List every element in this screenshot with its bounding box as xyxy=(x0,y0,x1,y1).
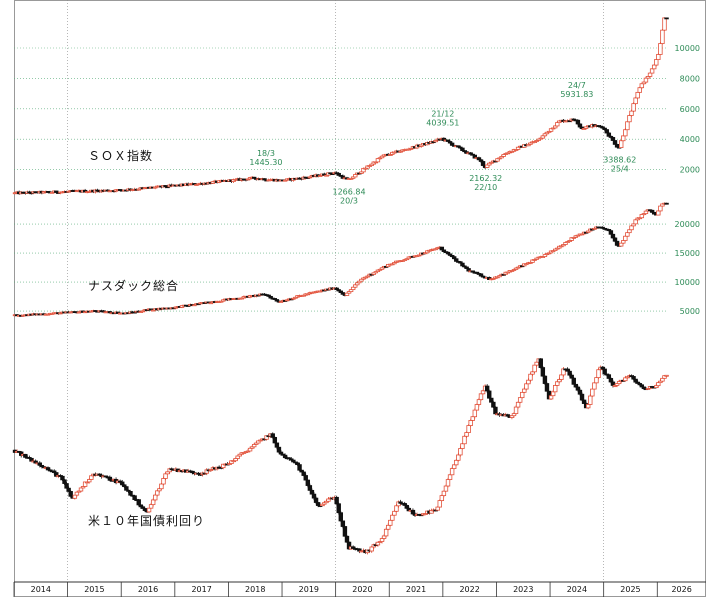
x-year-label: 2014 xyxy=(31,585,51,594)
candle xyxy=(664,202,669,205)
candle xyxy=(660,29,665,45)
svg-text:4039.51: 4039.51 xyxy=(426,119,459,128)
y-tick-label: 10000 xyxy=(675,44,700,53)
svg-text:3388.62: 3388.62 xyxy=(603,155,636,164)
svg-text:25/4: 25/4 xyxy=(611,164,629,173)
x-year-label: 2019 xyxy=(299,585,319,594)
x-axis: 2014 2015 2016 2017 2018 2019 2020 2021 2022 2023… xyxy=(13,581,706,597)
candle xyxy=(656,210,661,216)
candle xyxy=(571,377,576,385)
svg-text:2162.32: 2162.32 xyxy=(469,174,502,183)
svg-text:1266.84: 1266.84 xyxy=(332,188,365,197)
y-tick-label: 2000 xyxy=(680,166,700,175)
candle xyxy=(635,91,640,99)
candle xyxy=(592,382,597,390)
candle xyxy=(594,377,599,384)
x-year-label: 2020 xyxy=(352,585,372,594)
svg-text:21/12: 21/12 xyxy=(431,110,454,119)
svg-text:22/10: 22/10 xyxy=(474,183,497,192)
candle xyxy=(664,17,669,20)
candle xyxy=(581,399,587,404)
x-year-label: 2016 xyxy=(138,585,158,594)
candle xyxy=(538,358,543,369)
y-tick-label: 4000 xyxy=(680,135,700,144)
candle xyxy=(517,397,523,404)
candle xyxy=(478,393,484,401)
candle xyxy=(72,494,78,500)
y-tick-label: 15000 xyxy=(675,249,700,258)
x-year-label: 2018 xyxy=(245,585,265,594)
candle xyxy=(625,121,630,131)
x-year-label: 2017 xyxy=(191,585,211,594)
y-tick-label: 6000 xyxy=(680,105,700,114)
svg-text:5931.83: 5931.83 xyxy=(560,90,593,99)
candle xyxy=(532,364,537,374)
candle xyxy=(342,525,348,537)
candle xyxy=(590,388,595,398)
y-tick-labels: 2000 4000 6000 8000 10000 5000 10000 15000 20000 xyxy=(675,44,700,316)
x-year-label: 2026 xyxy=(671,585,691,594)
sox-title: ＳＯＸ指数 xyxy=(88,149,154,163)
candle xyxy=(272,436,278,444)
candle xyxy=(540,365,546,377)
y-tick-label: 8000 xyxy=(680,74,700,83)
y-tick-label: 20000 xyxy=(675,220,700,229)
candle xyxy=(606,373,612,379)
candle xyxy=(489,397,494,403)
x-year-label: 2015 xyxy=(84,585,104,594)
y-tick-label: 10000 xyxy=(675,278,700,287)
x-year-label: 2021 xyxy=(406,585,426,594)
candle xyxy=(654,59,659,67)
nasdaq-title: ナスダック総合 xyxy=(88,279,180,293)
candle-layer xyxy=(12,17,669,555)
candle xyxy=(610,136,616,141)
svg-text:1445.30: 1445.30 xyxy=(249,158,282,167)
x-year-label: 2024 xyxy=(567,585,587,594)
svg-text:18/3: 18/3 xyxy=(257,149,275,158)
candle xyxy=(621,135,626,142)
candle xyxy=(487,389,492,399)
x-year-label: 2023 xyxy=(513,585,533,594)
svg-text:24/7: 24/7 xyxy=(568,81,586,90)
candle xyxy=(338,511,343,522)
x-year-label: 2022 xyxy=(459,585,479,594)
y-tick-label: 5000 xyxy=(680,307,700,316)
candle xyxy=(639,214,645,219)
candle xyxy=(124,486,129,491)
chart-grid xyxy=(14,0,706,597)
candle xyxy=(664,374,669,377)
x-year-label: 2025 xyxy=(620,585,640,594)
candle xyxy=(520,391,525,399)
candle xyxy=(658,42,663,55)
us10y-title: 米１０年国債利回り xyxy=(88,514,206,528)
candle xyxy=(544,382,550,392)
candle xyxy=(608,229,614,235)
candle xyxy=(565,367,570,372)
svg-text:20/3: 20/3 xyxy=(340,197,358,206)
